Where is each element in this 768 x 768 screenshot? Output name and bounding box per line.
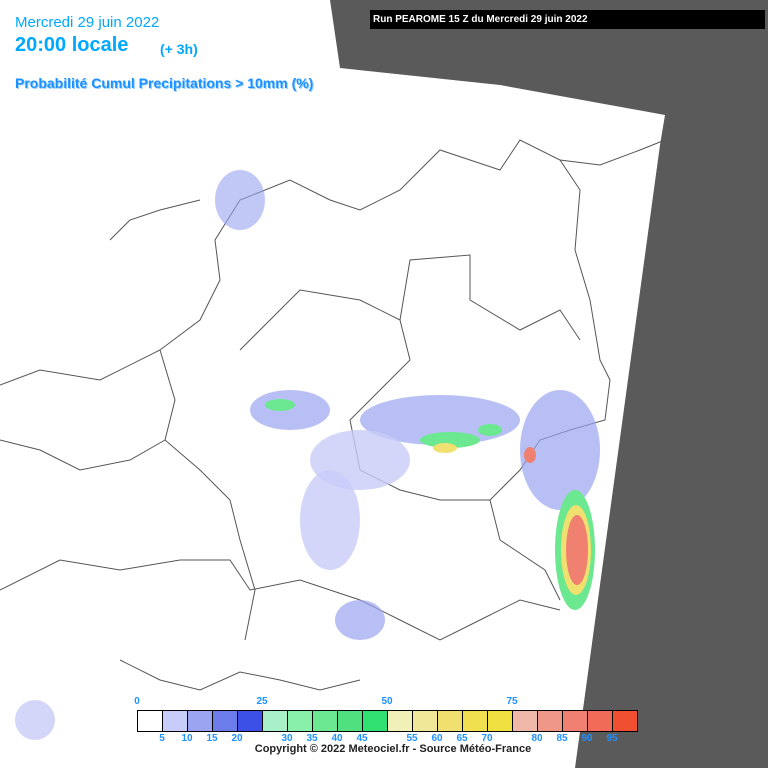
time: 20:00 locale [15, 34, 129, 56]
legend-label: 95 [606, 733, 618, 744]
legend-label: 75 [506, 696, 518, 707]
legend-label: 60 [431, 733, 443, 744]
legend-label: 50 [381, 696, 393, 707]
legend-swatch [413, 711, 438, 731]
legend-label: 70 [481, 733, 493, 744]
legend-label: 80 [531, 733, 543, 744]
legend-label: 25 [256, 696, 268, 707]
legend-label: 30 [281, 733, 293, 744]
legend-swatch [238, 711, 263, 731]
legend-swatch [188, 711, 213, 731]
legend-label: 35 [306, 733, 318, 744]
run-label: Run PEAROME 15 Z du Mercredi 29 juin 202… [370, 10, 765, 29]
lead-time: (+ 3h) [160, 41, 198, 57]
legend-swatch [213, 711, 238, 731]
legend-label: 0 [134, 696, 140, 707]
legend-label: 5 [159, 733, 165, 744]
legend-swatch [263, 711, 288, 731]
legend-swatch [313, 711, 338, 731]
legend-swatch [363, 711, 388, 731]
copyright: Copyright © 2022 Meteociel.fr - Source M… [254, 743, 532, 755]
legend-swatch [163, 711, 188, 731]
legend-label: 10 [181, 733, 193, 744]
legend-label: 65 [456, 733, 468, 744]
legend-label: 20 [231, 733, 243, 744]
legend-swatch [588, 711, 613, 731]
legend-label: 55 [406, 733, 418, 744]
map-title: Probabilité Cumul Precipitations > 10mm … [15, 75, 314, 91]
legend [137, 710, 638, 732]
legend-label: 85 [556, 733, 568, 744]
legend-swatch [388, 711, 413, 731]
legend-swatch [488, 711, 513, 731]
legend-label: 15 [206, 733, 218, 744]
legend-swatch [513, 711, 538, 731]
legend-label: 90 [581, 733, 593, 744]
legend-swatch [438, 711, 463, 731]
legend-label: 40 [331, 733, 343, 744]
legend-swatch [138, 711, 163, 731]
map-area [0, 0, 665, 768]
legend-swatch [538, 711, 563, 731]
legend-swatch [338, 711, 363, 731]
precipitation [15, 170, 600, 740]
date: Mercredi 29 juin 2022 [15, 14, 160, 31]
legend-swatch [613, 711, 637, 731]
legend-swatch [563, 711, 588, 731]
legend-swatch [288, 711, 313, 731]
legend-swatch [463, 711, 488, 731]
legend-label: 45 [356, 733, 368, 744]
